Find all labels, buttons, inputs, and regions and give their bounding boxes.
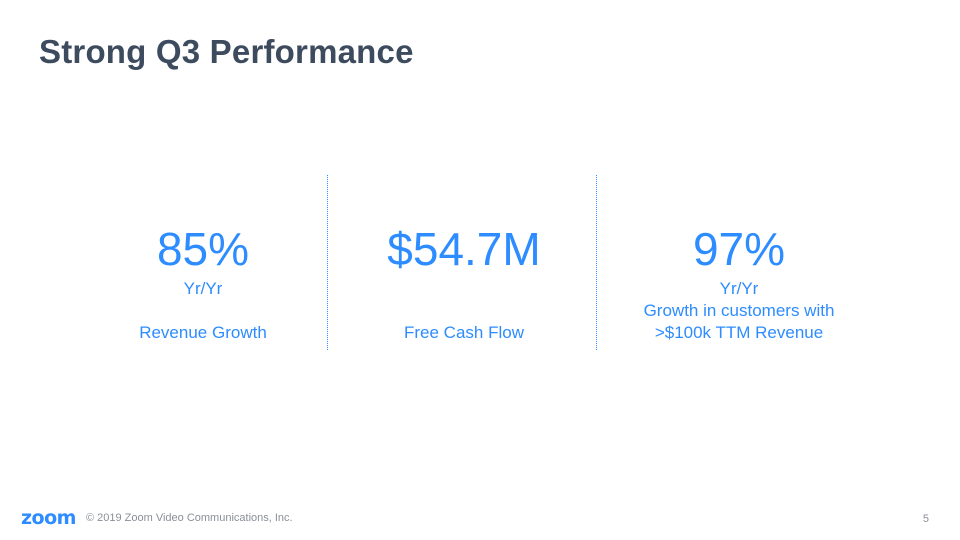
- metric-value: 97%: [692, 223, 786, 275]
- metric-value: 85%: [156, 223, 250, 275]
- metric-free-cash-flow: $54.7M Free Cash Flow: [329, 220, 599, 344]
- metric-subtitle: [329, 278, 599, 300]
- metric-label-line-2: >$100k TTM Revenue: [654, 323, 824, 342]
- dotted-divider: [596, 175, 597, 350]
- dotted-divider: [327, 175, 328, 350]
- metric-subtitle: Yr/Yr: [183, 279, 223, 298]
- copyright-text: © 2019 Zoom Video Communications, Inc.: [85, 512, 293, 524]
- metric-revenue-growth: 85% Yr/Yr Revenue Growth: [68, 220, 338, 344]
- footer: zoom © 2019 Zoom Video Communications, I…: [21, 508, 293, 528]
- metric-label-line-1: Growth in customers with: [643, 301, 835, 320]
- metric-label: Revenue Growth: [139, 323, 267, 342]
- zoom-logo: zoom: [21, 507, 76, 529]
- metric-label: Free Cash Flow: [404, 323, 524, 342]
- metric-subtitle: Yr/Yr: [719, 279, 759, 298]
- page-number: 5: [922, 513, 929, 525]
- metric-value: $54.7M: [387, 223, 541, 275]
- metric-customer-growth: 97% Yr/Yr Growth in customers with >$100…: [604, 220, 874, 344]
- slide-title: Strong Q3 Performance: [39, 33, 414, 70]
